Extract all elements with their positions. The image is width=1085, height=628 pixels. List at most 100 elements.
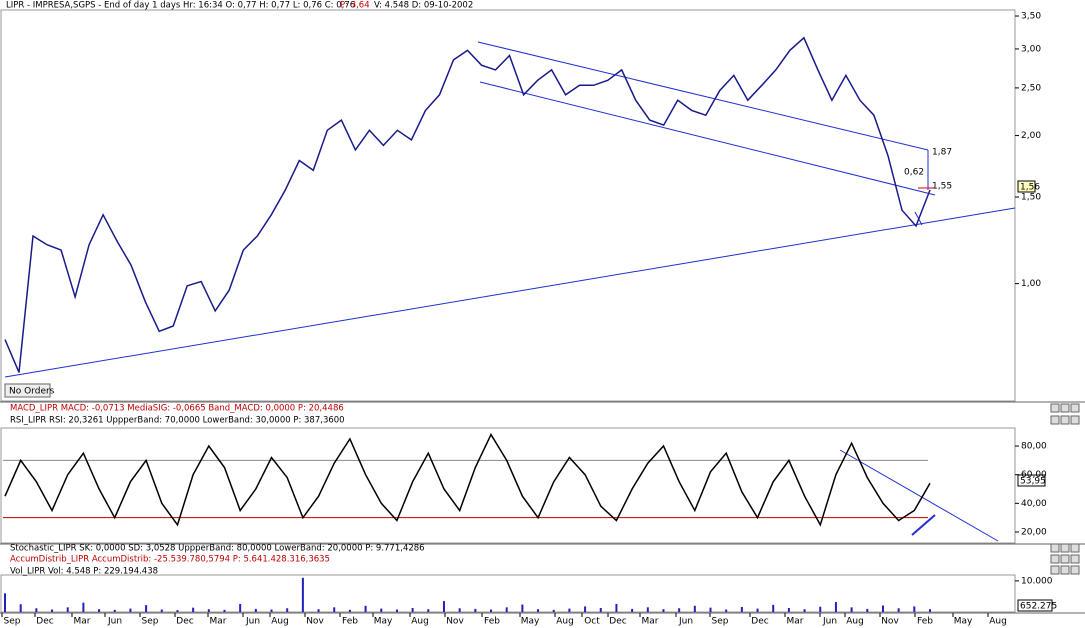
panel-buttons[interactable]	[1050, 403, 1080, 575]
x-tick-label: Jun	[107, 617, 122, 627]
volume-bar	[834, 602, 837, 612]
price-label: 1,56	[1020, 183, 1040, 193]
volume-bar	[584, 606, 587, 612]
price-panel-frame	[0, 9, 1016, 402]
x-tick-label: Dec	[36, 617, 53, 627]
volume-bar	[286, 608, 289, 612]
volume-bar	[223, 609, 226, 612]
annotation: 1,55	[932, 182, 952, 192]
no-orders-box[interactable]	[4, 383, 51, 398]
x-tick-label: Jun	[678, 617, 693, 627]
volume-bar	[380, 608, 383, 612]
volume-bar	[850, 607, 853, 612]
volume-bar	[662, 609, 665, 612]
x-tick-label: Aug	[989, 617, 1007, 627]
volume-bar	[301, 577, 304, 612]
x-tick-label: Feb	[917, 617, 933, 627]
no-orders[interactable]: No Orders	[9, 387, 55, 397]
volume-bar	[678, 608, 681, 612]
volume-bar	[756, 608, 759, 612]
x-tick-label: Jun	[822, 617, 837, 627]
volume-bar	[631, 608, 634, 612]
rsi-header: RSI_LIPR RSI: 20,3261 UppperBand: 70,000…	[10, 416, 345, 426]
x-tick-label: Aug	[846, 617, 864, 627]
annotation: 0,62	[904, 168, 924, 178]
volume-bar	[333, 607, 336, 612]
stoch-header: Stochastic_LIPR SK: 0,0000 SD: 3,0528 Up…	[10, 544, 425, 554]
y-tick-label: 1,50	[1021, 193, 1041, 203]
volume-bar	[615, 603, 618, 612]
x-tick-label: May	[954, 617, 973, 627]
x-tick-label: Aug	[411, 617, 429, 627]
volume-bar	[929, 609, 931, 612]
volume-bar	[897, 608, 900, 612]
volume-bar	[599, 607, 602, 612]
volume-bar	[521, 604, 524, 612]
volume-bar	[693, 605, 696, 612]
header-vd: V: 4.548 D: 09-10-2002	[374, 1, 473, 11]
volume-bar	[270, 609, 273, 612]
volume-bar	[395, 609, 398, 612]
volume-bar	[787, 607, 790, 612]
volume-bar	[646, 607, 649, 612]
header-p: P: 3,64	[340, 1, 370, 11]
volume-bar	[427, 609, 430, 612]
volume-bar	[364, 605, 367, 612]
volume-bar	[129, 608, 132, 612]
volume-bar	[254, 608, 257, 612]
volume-bar	[98, 609, 101, 612]
volume-bar	[35, 608, 38, 612]
volume-bar	[552, 609, 555, 612]
x-tick-label: Mar	[642, 617, 659, 627]
vol-header: Vol_LIPR Vol: 4.548 P: 229.194.438	[10, 567, 158, 577]
vol-label-box	[1017, 599, 1053, 612]
volume-bar	[411, 607, 414, 612]
volume-bar	[66, 607, 69, 612]
y-tick-label: 2,00	[1021, 131, 1041, 141]
volume-bar	[317, 609, 320, 612]
y-tick-label: 40,00	[1021, 499, 1047, 509]
x-tick-label: Sep	[712, 617, 729, 627]
y-tick-label: 3,00	[1021, 44, 1041, 54]
x-tick-label: Aug	[271, 617, 289, 627]
volume-bar	[176, 610, 179, 612]
volume-bar	[537, 609, 540, 612]
volume-bar	[505, 607, 508, 612]
x-tick-label: Oct	[584, 617, 600, 627]
volume-bar	[51, 609, 54, 612]
volume-bar	[4, 593, 6, 612]
volume-bar	[866, 608, 869, 612]
y-tick-label: 60,00	[1021, 470, 1047, 480]
annotation: 1,87	[932, 148, 952, 158]
volume-bar	[207, 609, 210, 612]
volume-bar	[82, 602, 85, 612]
x-tick-label: Mar	[74, 617, 91, 627]
volume-bar	[490, 609, 493, 612]
x-tick-label: Aug	[556, 617, 574, 627]
x-tick-label: Nov	[881, 617, 899, 627]
series-line	[4, 433, 931, 527]
volume-bar	[113, 609, 116, 612]
x-tick-label: Dec	[609, 617, 626, 627]
header-info: LIPR - IMPRESA,SGPS - End of day 1 days …	[6, 1, 355, 11]
macd-header: MACD_LIPR MACD: -0,0713 MediaSIG: -0,066…	[10, 404, 344, 414]
volume-bar	[772, 604, 775, 612]
y-tick-label: 3,50	[1021, 12, 1041, 22]
volume-bar	[442, 601, 445, 612]
y-tick-label: 1,00	[1021, 279, 1041, 289]
rsi-label-box	[1017, 474, 1046, 487]
y-tick-label: 2,50	[1021, 83, 1041, 93]
volume-bar	[740, 607, 743, 612]
volume-bar	[913, 606, 916, 612]
volume-panel-frame	[0, 574, 1016, 613]
x-tick-label: Sep	[4, 617, 21, 627]
volume-bar	[19, 604, 22, 612]
x-tick-label: Feb	[484, 617, 500, 627]
x-tick-label: May	[374, 617, 393, 627]
volume-bar	[725, 609, 728, 612]
volume-bar	[881, 605, 884, 612]
volume-bar	[239, 603, 242, 612]
volume-bar	[192, 607, 195, 612]
x-tick-label: Dec	[176, 617, 193, 627]
